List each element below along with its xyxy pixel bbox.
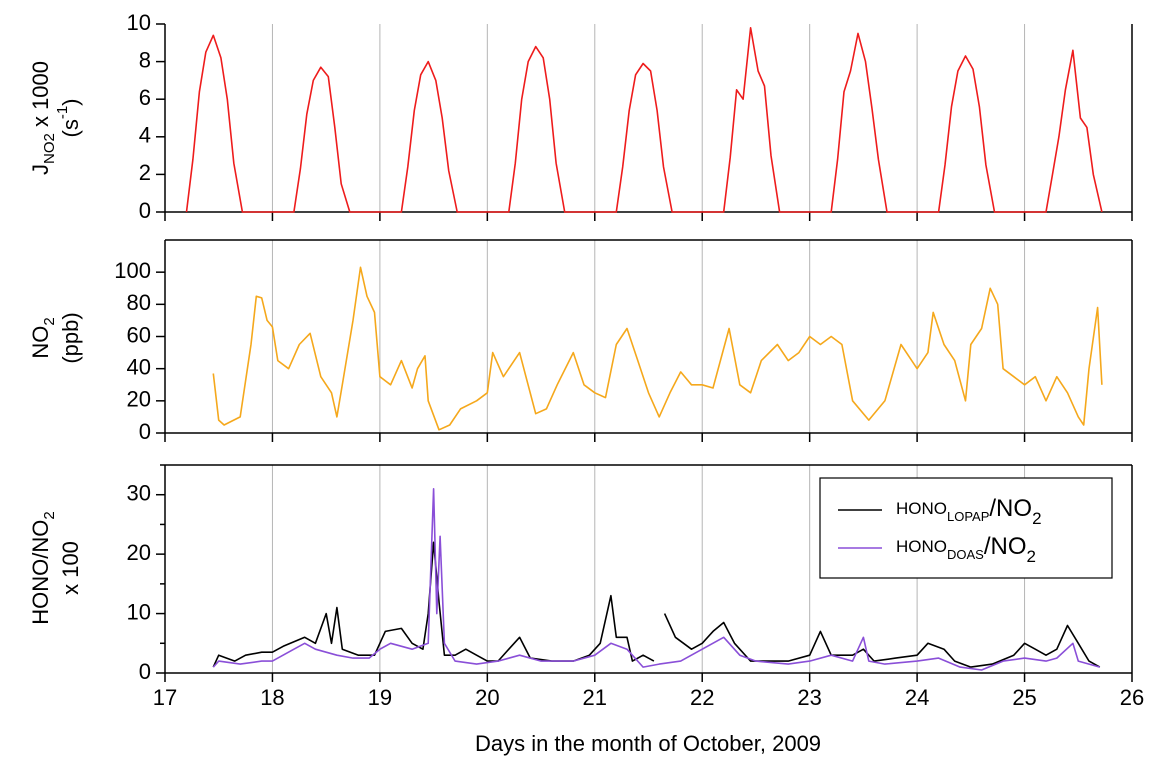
y-tick-label: 20 [127,387,151,412]
data-line [212,266,1103,431]
y-label-part: J [28,164,53,175]
legend-label: HONODOAS/NO2 [896,533,1036,566]
x-label: Days in the month of October, 2009 [475,731,821,756]
y-label: HONO/NO2 [28,511,59,624]
y-tick-label: 20 [127,540,151,565]
y-tick-label: 40 [127,354,151,379]
y-label-part: (ppb) [58,312,83,363]
legend-label-part: 2 [1027,547,1036,566]
x-tick-label: 20 [475,685,499,710]
x-tick-label: 24 [905,685,929,710]
x-tick-label: 21 [583,685,607,710]
legend-label-part: HONO [896,499,947,518]
y-label-part: ) [58,99,83,106]
y-label-part: NO2 [41,133,58,164]
y-label-part: (s [58,119,83,137]
y-tick-label: 0 [139,419,151,444]
y-label-part: NO [28,326,53,359]
legend-label-part: /NO [989,495,1032,522]
legend-label-part: HONO [896,537,947,556]
y-tick-label: 80 [127,290,151,315]
y-label-part: x 100 [58,541,83,595]
y-label-part: x 1000 [28,61,53,133]
data-line [185,27,1103,213]
y-tick-label: 10 [127,599,151,624]
x-tick-label: 22 [690,685,714,710]
y-label: JNO2 x 1000 [28,61,59,175]
y-tick-label: 10 [127,10,151,35]
y-tick-label: 6 [139,85,151,110]
y-label: (ppb) [58,312,83,363]
y-label-part: 2 [41,511,58,519]
legend-label-part: LOPAP [947,509,989,524]
data-line [212,541,1101,668]
y-label: x 100 [58,541,83,595]
y-label-part: 2 [41,317,58,325]
y-label: (s-1) [54,99,82,138]
legend-label-part: 2 [1032,509,1041,528]
y-tick-label: 30 [127,481,151,506]
legend-label-part: DOAS [947,547,984,562]
y-tick-label: 0 [139,198,151,223]
y-tick-label: 0 [139,659,151,684]
y-label-part: -1 [54,106,71,119]
x-tick-label: 18 [260,685,284,710]
y-tick-label: 8 [139,47,151,72]
y-tick-label: 60 [127,322,151,347]
y-label-part: HONO/NO [28,520,53,625]
y-label: NO2 [28,317,59,358]
x-tick-label: 17 [153,685,177,710]
y-tick-label: 2 [139,160,151,185]
legend-box [819,477,1113,579]
x-tick-label: 25 [1012,685,1036,710]
data-line [212,488,1101,671]
legend-label: HONOLOPAP/NO2 [896,495,1042,528]
legend-label-part: /NO [984,533,1027,560]
y-tick-label: 4 [139,123,151,148]
x-tick-label: 23 [797,685,821,710]
y-tick-label: 100 [114,258,151,283]
x-tick-label: 26 [1120,685,1144,710]
x-tick-label: 19 [368,685,392,710]
